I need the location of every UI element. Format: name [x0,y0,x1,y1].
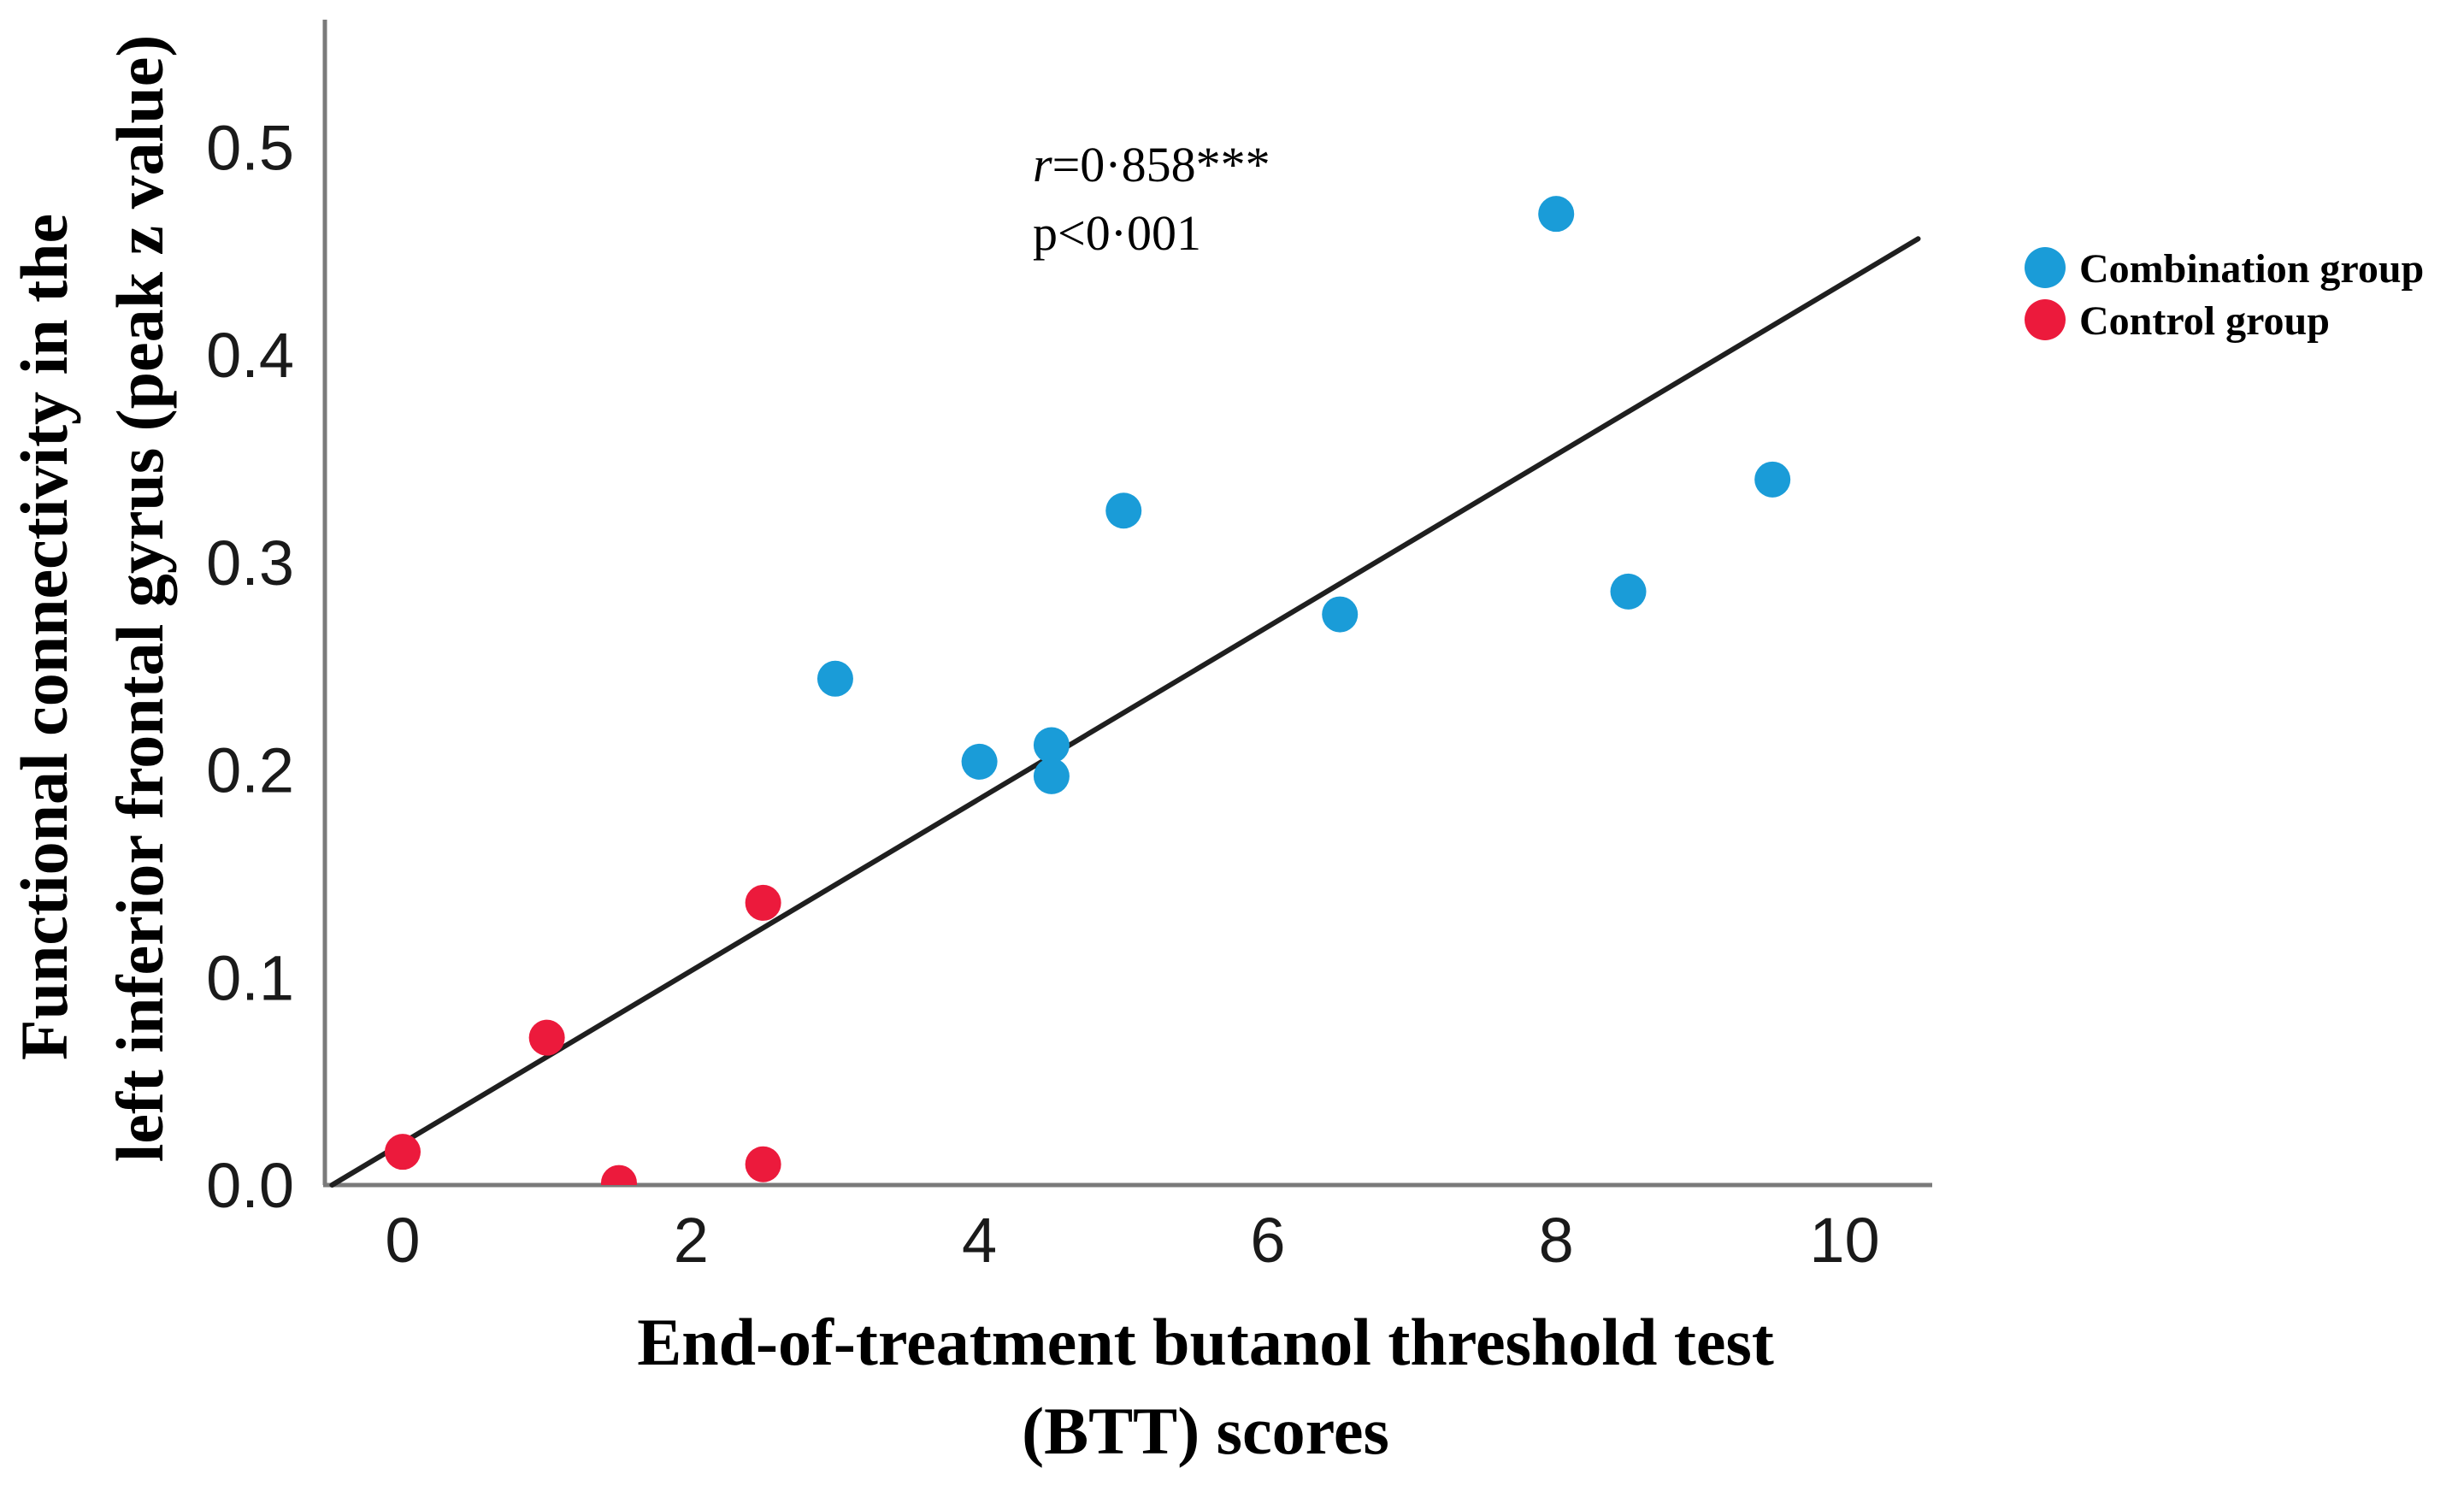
legend-label: Control group [2079,298,2330,344]
y-tick-label: 0.3 [206,528,294,599]
legend-swatch-icon [2025,299,2066,340]
data-point [1610,573,1647,610]
legend: Combination group Control group [2025,246,2424,344]
data-point [961,743,998,780]
x-axis-title-line1: End-of-treatment butanol threshold test [637,1305,1774,1379]
data-point [1538,196,1575,233]
data-point [528,1019,565,1056]
correlation-annotation: r=0·858*** [1033,137,1270,192]
x-tick-label: 6 [1250,1205,1285,1276]
x-axis-title-line2: (BTT) scores [1022,1394,1389,1468]
y-tick-label: 0.1 [206,942,294,1013]
y-tick-label: 0.4 [206,320,294,391]
legend-item: Control group [2025,298,2330,344]
x-axis-tick-labels: 0 2 4 6 8 10 [385,1205,1879,1276]
x-tick-label: 10 [1809,1205,1879,1276]
y-axis-title-line1: Functional connectivity in the [7,214,81,1060]
p-value-annotation: p<0·001 [1033,205,1201,261]
x-tick-label: 4 [962,1205,997,1276]
correlation-r-value: =0·858*** [1052,137,1270,192]
data-point [1322,596,1359,633]
data-point [1105,492,1142,529]
data-point [745,1146,781,1182]
legend-label: Combination group [2079,246,2424,292]
series-control-group [385,884,781,1185]
legend-swatch-icon [2025,247,2066,288]
y-axis-title-line2: left inferior frontal gyrus (peak z valu… [103,35,177,1163]
scatter-points [385,196,1791,1185]
correlation-r-symbol: r [1033,137,1052,192]
data-point [1033,758,1070,794]
legend-item: Combination group [2025,246,2424,292]
data-point [385,1134,421,1171]
y-axis-tick-labels: 0.0 0.1 0.2 0.3 0.4 0.5 [206,113,294,1222]
y-tick-label: 0.2 [206,735,294,806]
x-tick-label: 0 [385,1205,420,1276]
data-point [600,1165,637,1185]
data-point [1754,461,1791,498]
data-point [1033,727,1070,764]
y-tick-label: 0.5 [206,113,294,184]
data-point [745,884,781,921]
series-combination-group [816,196,1791,794]
y-tick-label: 0.0 [206,1150,294,1221]
x-tick-label: 8 [1539,1205,1574,1276]
data-point [816,660,853,697]
x-tick-label: 2 [674,1205,709,1276]
regression-line [329,236,1921,1188]
